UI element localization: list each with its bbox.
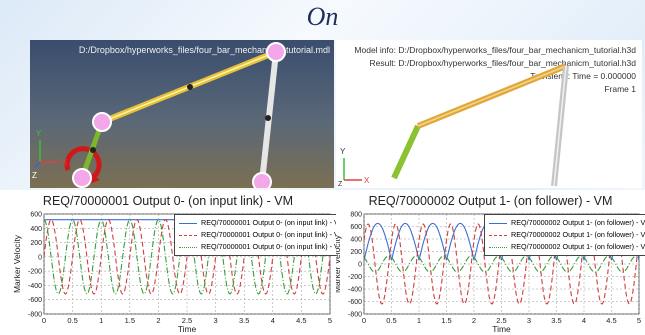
y-axis-label: Marker Velocity (336, 234, 342, 293)
x-tick-label: 4 (271, 316, 275, 325)
x-tick-label: 0 (362, 316, 366, 325)
y-tick-label: 600 (30, 212, 42, 219)
joint-marker (73, 169, 91, 187)
x-tick-label: 3.5 (239, 316, 249, 325)
x-tick-label: 0 (42, 316, 46, 325)
y-tick-label: -600 (28, 297, 42, 304)
x-axis-label: Time (492, 324, 511, 334)
x-axis-label: Time (178, 324, 197, 334)
x-tick-label: 1.5 (125, 316, 135, 325)
x-tick-label: 2 (156, 316, 160, 325)
chart-legend: REQ/70000001 Output 0- (on input link) -… (174, 214, 336, 256)
x-tick-label: 5 (637, 316, 641, 325)
chart-svg-2: 0 0.5 1 1.5 2 2.5 3 3.5 4 4.5 58006004002000-200-4… (336, 190, 645, 335)
model-viewport-right[interactable]: Model info: D:/Dropbox/hyperworks_files/… (336, 40, 642, 188)
x-tick-label: 1 (417, 316, 421, 325)
mechanism-drawing-left: Y Z X (30, 40, 334, 188)
axis-y-label: Y (36, 129, 42, 138)
legend-item-vx: REQ/70000002 Output 1- (on follower) - V… (489, 229, 645, 241)
y-tick-label: -600 (348, 299, 362, 306)
slide-title: On (0, 2, 645, 32)
y-tick-label: -200 (348, 274, 362, 281)
chart-svg-1: 0 0.5 1 1.5 2 2.5 3 3.5 4 4.5 56004002000-200-400-… (0, 190, 336, 335)
x-tick-label: 3 (527, 316, 531, 325)
x-tick-label: 4.5 (296, 316, 306, 325)
input-link (394, 126, 418, 178)
x-tick-label: 0.5 (386, 316, 396, 325)
y-tick-label: 0 (358, 262, 362, 269)
x-tick-label: 3.5 (551, 316, 561, 325)
x-tick-label: 3 (214, 316, 218, 325)
y-tick-label: -400 (28, 283, 42, 290)
model-viewport-left[interactable]: D:/Dropbox/hyperworks_files/four_bar_mec… (30, 40, 334, 188)
x-tick-label: 1.5 (441, 316, 451, 325)
mechanism-drawing-right: Y Z X (336, 40, 642, 188)
axis-y-label: Y (340, 147, 346, 156)
joint-marker (93, 113, 111, 131)
y-tick-label: -200 (28, 269, 42, 276)
y-tick-label: 400 (30, 226, 42, 233)
y-tick-label: 400 (350, 237, 362, 244)
legend-item-vm: REQ/70000002 Output 1- (on follower) - V… (489, 217, 645, 229)
y-axis-label: Marker Velocity (12, 234, 22, 293)
y-tick-label: -400 (348, 287, 362, 294)
y-tick-label: 0 (38, 254, 42, 261)
axis-x-label: X (62, 158, 68, 167)
x-tick-label: 2 (472, 316, 476, 325)
x-tick-label: 1 (99, 316, 103, 325)
axis-z-label: Z (32, 171, 37, 180)
legend-item-vy: REQ/70000001 Output 0- (on input link) -… (179, 241, 336, 253)
x-tick-label: 4.5 (606, 316, 616, 325)
y-tick-label: 800 (350, 212, 362, 219)
joint-marker (267, 43, 285, 61)
legend-item-vm: REQ/70000001 Output 0- (on input link) -… (179, 217, 336, 229)
x-tick-label: 4 (582, 316, 586, 325)
legend-item-vy: REQ/70000002 Output 1- (on follower) - V… (489, 241, 645, 253)
y-tick-label: 200 (350, 249, 362, 256)
x-tick-label: 0.5 (67, 316, 77, 325)
x-tick-label: 5 (328, 316, 332, 325)
plot-follower: REQ/70000002 Output 1- (on follower) - V… (336, 190, 645, 335)
y-tick-label: -800 (28, 312, 42, 319)
axis-x-label: X (364, 176, 370, 185)
joint-marker (253, 173, 271, 188)
y-tick-label: -800 (348, 312, 362, 319)
y-tick-label: 200 (30, 240, 42, 247)
plot-input-link: REQ/70000001 Output 0- (on input link) -… (0, 190, 336, 335)
y-tick-label: 600 (350, 224, 362, 231)
chart-legend: REQ/70000002 Output 1- (on follower) - V… (484, 214, 645, 256)
legend-item-vx: REQ/70000001 Output 0- (on input link) -… (179, 229, 336, 241)
axis-z-label: Z (338, 181, 343, 188)
